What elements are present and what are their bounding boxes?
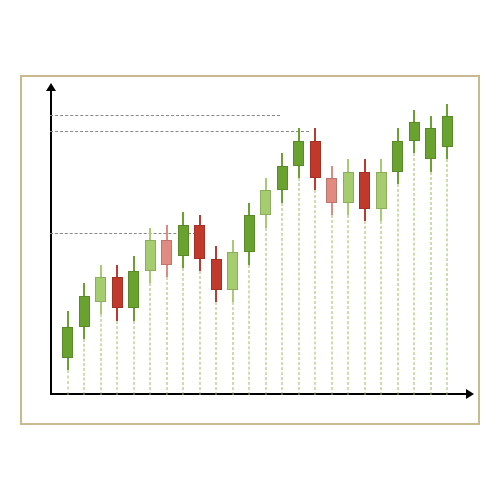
candle-dropline (150, 283, 151, 395)
candle (277, 85, 288, 395)
candle-dropline (381, 221, 382, 395)
candle-body (79, 296, 90, 327)
candle-dropline (133, 321, 134, 395)
candle-dropline (84, 339, 85, 395)
candle-body (244, 215, 255, 252)
candle-dropline (430, 172, 431, 395)
chart-frame (20, 75, 480, 425)
candle-body (95, 277, 106, 302)
candle-dropline (183, 268, 184, 395)
candle-body (376, 172, 387, 209)
candle (343, 85, 354, 395)
candle-dropline (232, 302, 233, 395)
candle-dropline (414, 153, 415, 395)
candle (326, 85, 337, 395)
candle (425, 85, 436, 395)
candle-body (128, 271, 139, 308)
candle (227, 85, 238, 395)
candle-body (326, 178, 337, 203)
candle-dropline (216, 302, 217, 395)
candle (62, 85, 73, 395)
candle-body (62, 327, 73, 358)
candle (95, 85, 106, 395)
candle (211, 85, 222, 395)
candle-body (161, 240, 172, 265)
candle-dropline (331, 215, 332, 395)
candle (79, 85, 90, 395)
candle (194, 85, 205, 395)
candle-body (409, 122, 420, 141)
candle (145, 85, 156, 395)
chart-area (50, 89, 468, 395)
candle (392, 85, 403, 395)
candle (260, 85, 271, 395)
candle-body (211, 259, 222, 290)
x-axis-arrow-icon (466, 389, 474, 399)
candle (244, 85, 255, 395)
candle-body (392, 141, 403, 172)
candle-body (194, 225, 205, 259)
candle-dropline (166, 277, 167, 395)
candle-dropline (315, 190, 316, 395)
candle-dropline (298, 178, 299, 395)
y-axis-arrow-icon (46, 83, 56, 91)
candle (161, 85, 172, 395)
candle-dropline (117, 321, 118, 395)
candle (178, 85, 189, 395)
candle-dropline (447, 159, 448, 395)
candle (293, 85, 304, 395)
candle-dropline (199, 271, 200, 395)
y-axis (50, 89, 52, 395)
candle-body (260, 190, 271, 215)
candle (128, 85, 139, 395)
candle-dropline (265, 228, 266, 395)
candle-dropline (100, 314, 101, 395)
candle (376, 85, 387, 395)
candle-body (425, 128, 436, 159)
candle (442, 85, 453, 395)
candle-dropline (67, 370, 68, 395)
candle-body (277, 166, 288, 191)
candle-dropline (397, 184, 398, 395)
candle (359, 85, 370, 395)
candle-body (310, 141, 321, 178)
candle-body (359, 172, 370, 209)
candle (310, 85, 321, 395)
candle-body (145, 240, 156, 271)
candle-body (112, 277, 123, 308)
candle-dropline (364, 221, 365, 395)
candle-dropline (249, 265, 250, 395)
candle-body (442, 116, 453, 147)
candle (409, 85, 420, 395)
candle-body (178, 225, 189, 256)
candle-body (343, 172, 354, 203)
candle-dropline (348, 215, 349, 395)
candle-dropline (282, 203, 283, 395)
candle-body (227, 252, 238, 289)
candle-body (293, 141, 304, 166)
candle (112, 85, 123, 395)
